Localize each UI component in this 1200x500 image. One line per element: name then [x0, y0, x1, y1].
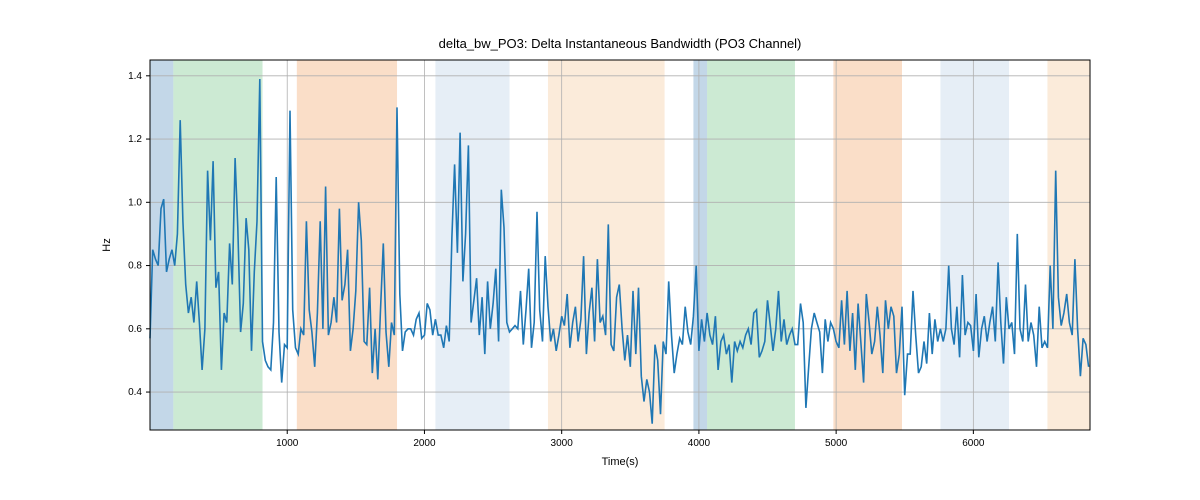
y-tick-label: 0.4: [128, 387, 142, 398]
x-tick-label: 2000: [413, 438, 436, 449]
shade-region-4: [548, 60, 665, 430]
y-tick-label: 0.6: [128, 324, 142, 335]
x-tick-label: 3000: [551, 438, 574, 449]
shade-region-0: [150, 60, 173, 430]
shade-region-5: [693, 60, 707, 430]
y-tick-label: 1.4: [128, 71, 142, 82]
chart-container: 1000 2000 3000 4000 5000 6000 0.4 0.6 0.8 1.0 1.2 1…: [0, 0, 1200, 500]
line-chart: 1000 2000 3000 4000 5000 6000 0.4 0.6 0.8 1.0 1.2 1…: [0, 0, 1200, 500]
shade-region-6: [707, 60, 795, 430]
x-tick-label: 1000: [276, 438, 299, 449]
x-tick-label: 4000: [688, 438, 711, 449]
y-tick-label: 0.8: [128, 261, 142, 272]
y-axis-label: Hz: [101, 238, 113, 251]
chart-title: delta_bw_PO3: Delta Instantaneous Bandwi…: [439, 36, 802, 51]
shade-region-7: [833, 60, 902, 430]
shade-region-8: [940, 60, 1009, 430]
x-tick-label: 6000: [962, 438, 985, 449]
x-tick-label: 5000: [825, 438, 848, 449]
shade-region-2: [297, 60, 397, 430]
x-axis-label: Time(s): [602, 456, 639, 468]
y-tick-label: 1.2: [128, 134, 142, 145]
y-tick-label: 1.0: [128, 197, 142, 208]
shade-region-3: [435, 60, 509, 430]
